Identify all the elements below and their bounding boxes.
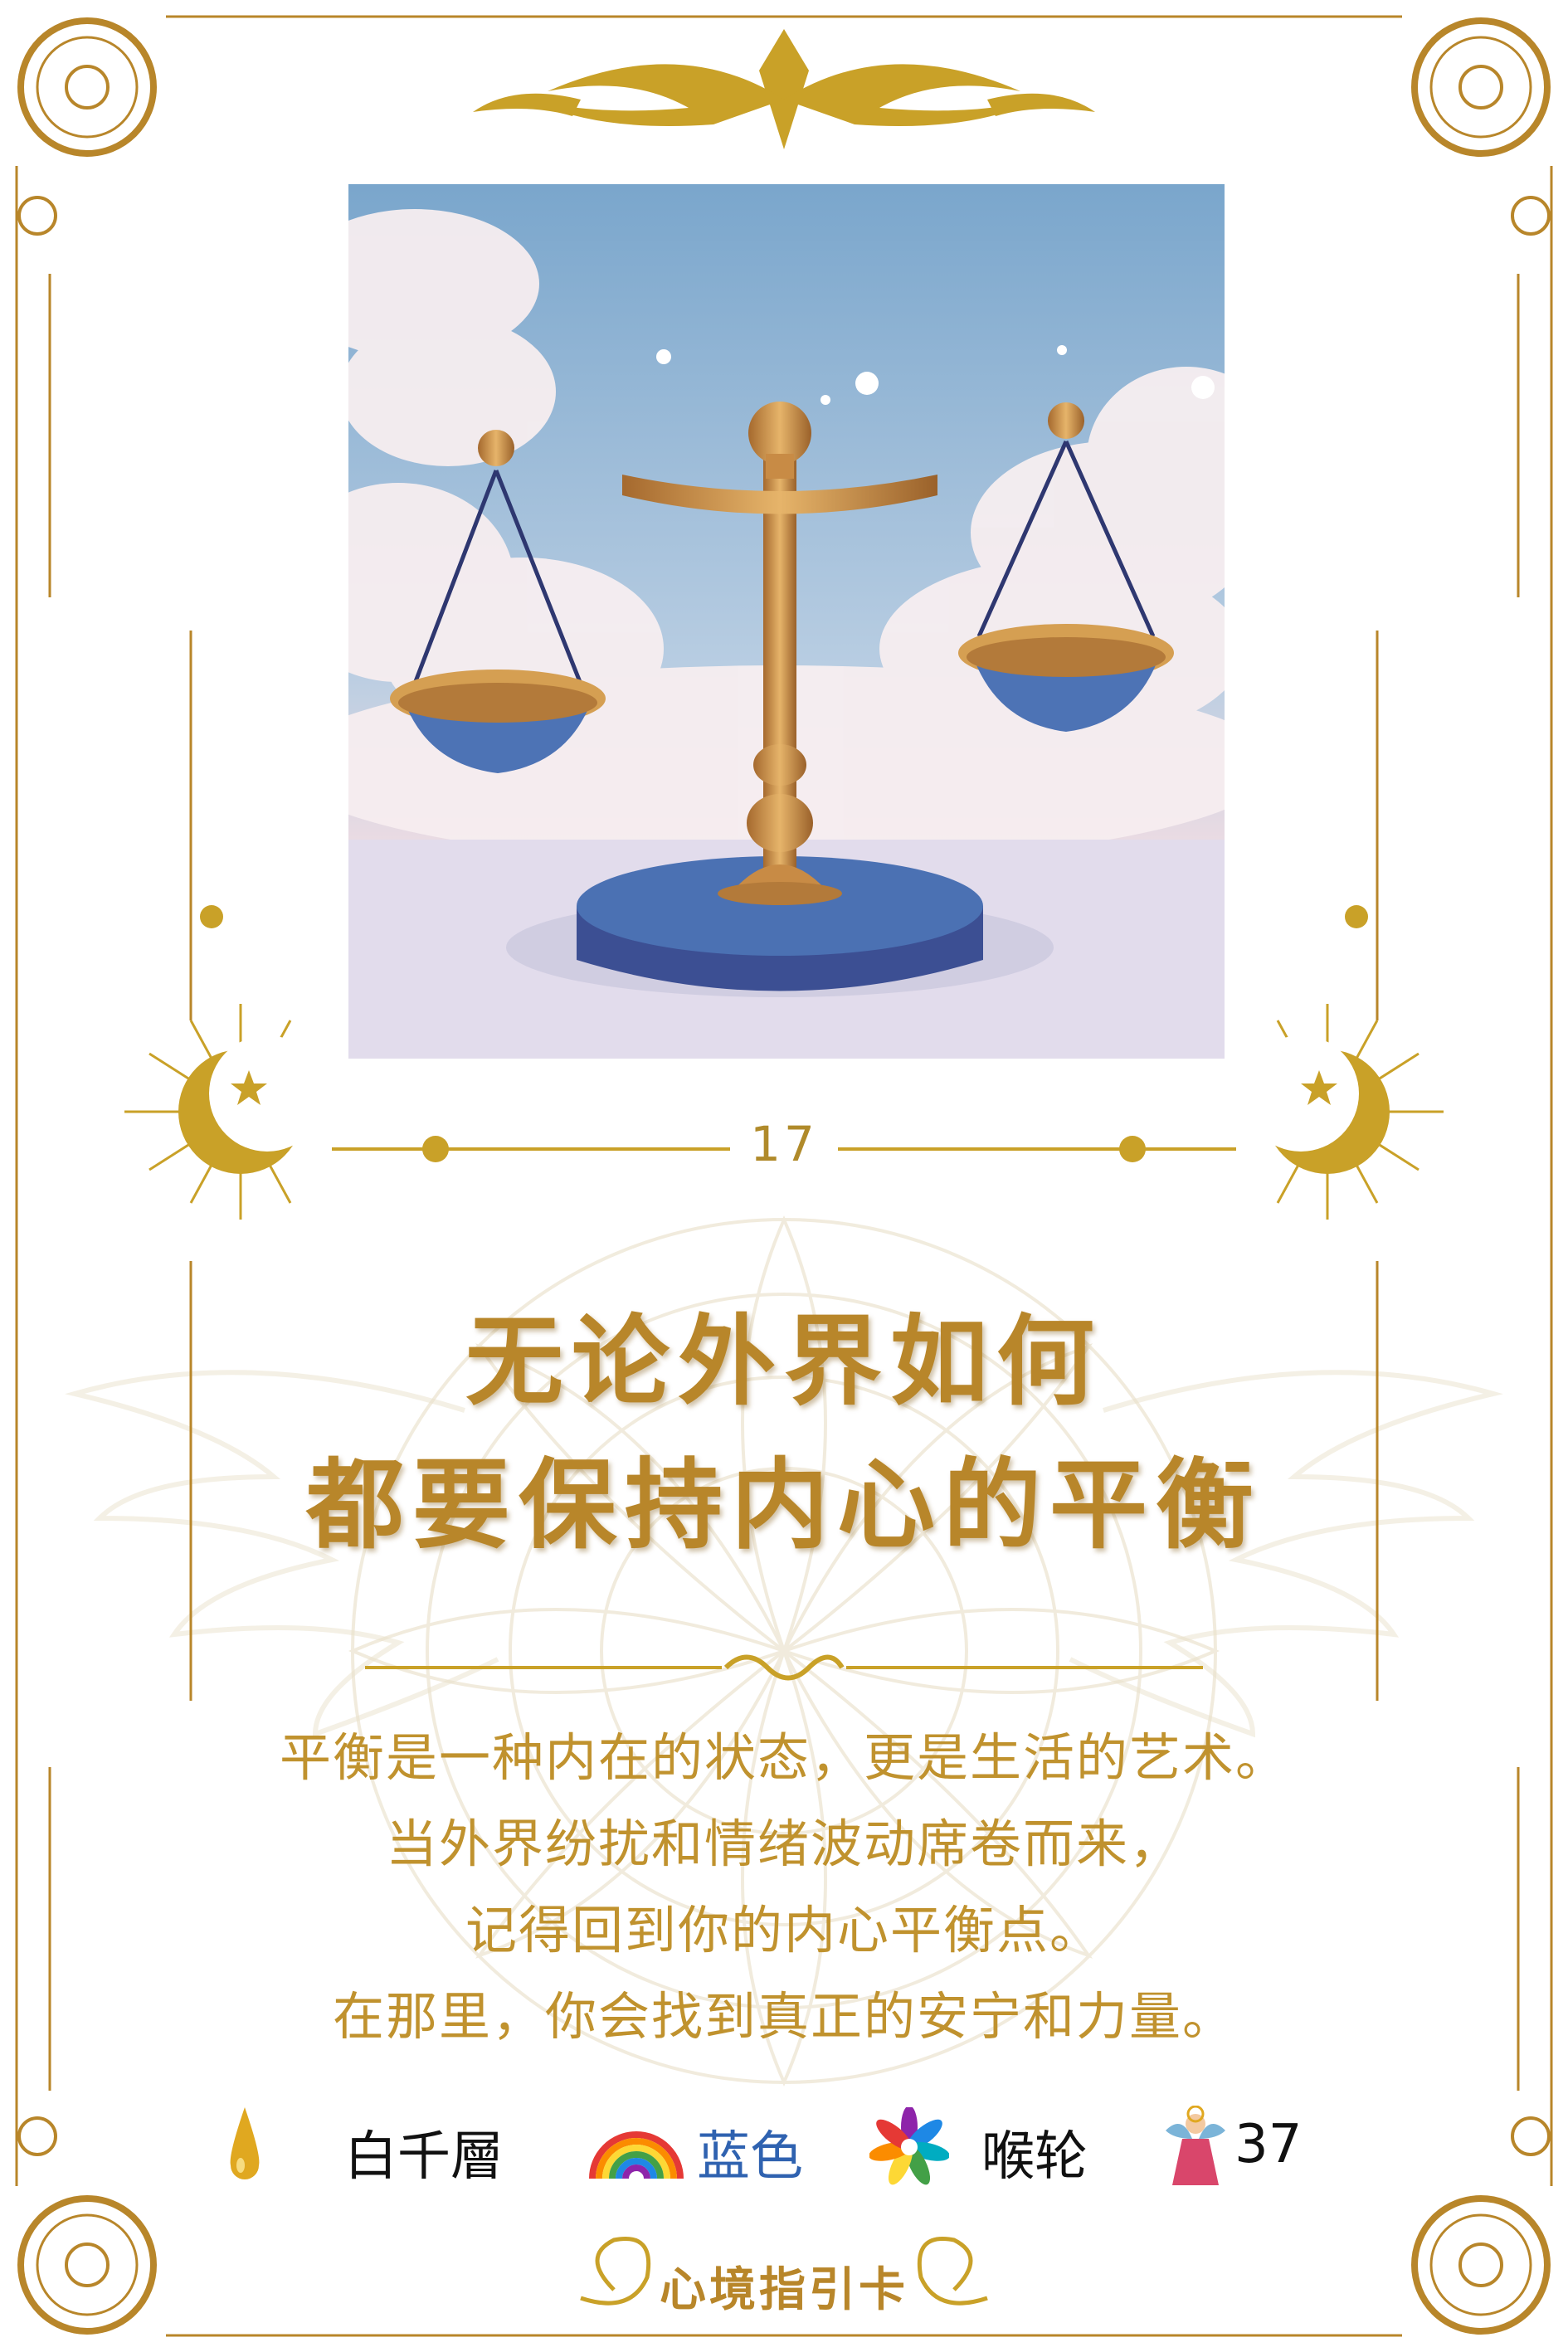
rainbow-icon (589, 2131, 684, 2179)
wings-watermark (65, 1370, 1503, 1738)
oil-drop-icon (230, 2107, 260, 2179)
top-flourish-icon (473, 29, 1095, 149)
right-moon-icon (1243, 1004, 1444, 1220)
title-divider (365, 1654, 1203, 1681)
lotus-chakra-icon (869, 2107, 949, 2185)
color-label: 蓝色 (697, 2126, 803, 2188)
card-body-line-4: 在那里，你会找到真正的安宁和力量。 (332, 1986, 1235, 2047)
card-body-line-3: 记得回到你的内心平衡点。 (465, 1900, 1103, 1960)
sun-ornament-icon (200, 905, 1368, 1162)
card-body-line-2: 当外界纷扰和情绪波动席卷而来， (385, 1814, 1182, 1874)
left-moon-icon (124, 1004, 325, 1220)
card-body-line-1: 平衡是一种内在的状态，更是生活的艺术。 (279, 1727, 1288, 1788)
balance-scale-illustration (348, 184, 1225, 1059)
angel-number: 37 (1234, 2114, 1303, 2175)
deck-name: 心境指引卡 (660, 2263, 908, 2317)
card-title-line-2: 都要保持内心的平衡 (305, 1448, 1262, 1562)
chakra-label: 喉轮 (981, 2126, 1088, 2188)
angel-icon (1166, 2106, 1225, 2185)
corner-medallion-icon (17, 17, 1551, 2335)
oil-label: 白千層 (344, 2126, 504, 2188)
bottom-swirl-icon (580, 2237, 988, 2306)
mandala-watermark (348, 1215, 1220, 2087)
card-title-line-1: 无论外界如何 (465, 1304, 1103, 1419)
card-number: 17 (750, 1116, 818, 1172)
